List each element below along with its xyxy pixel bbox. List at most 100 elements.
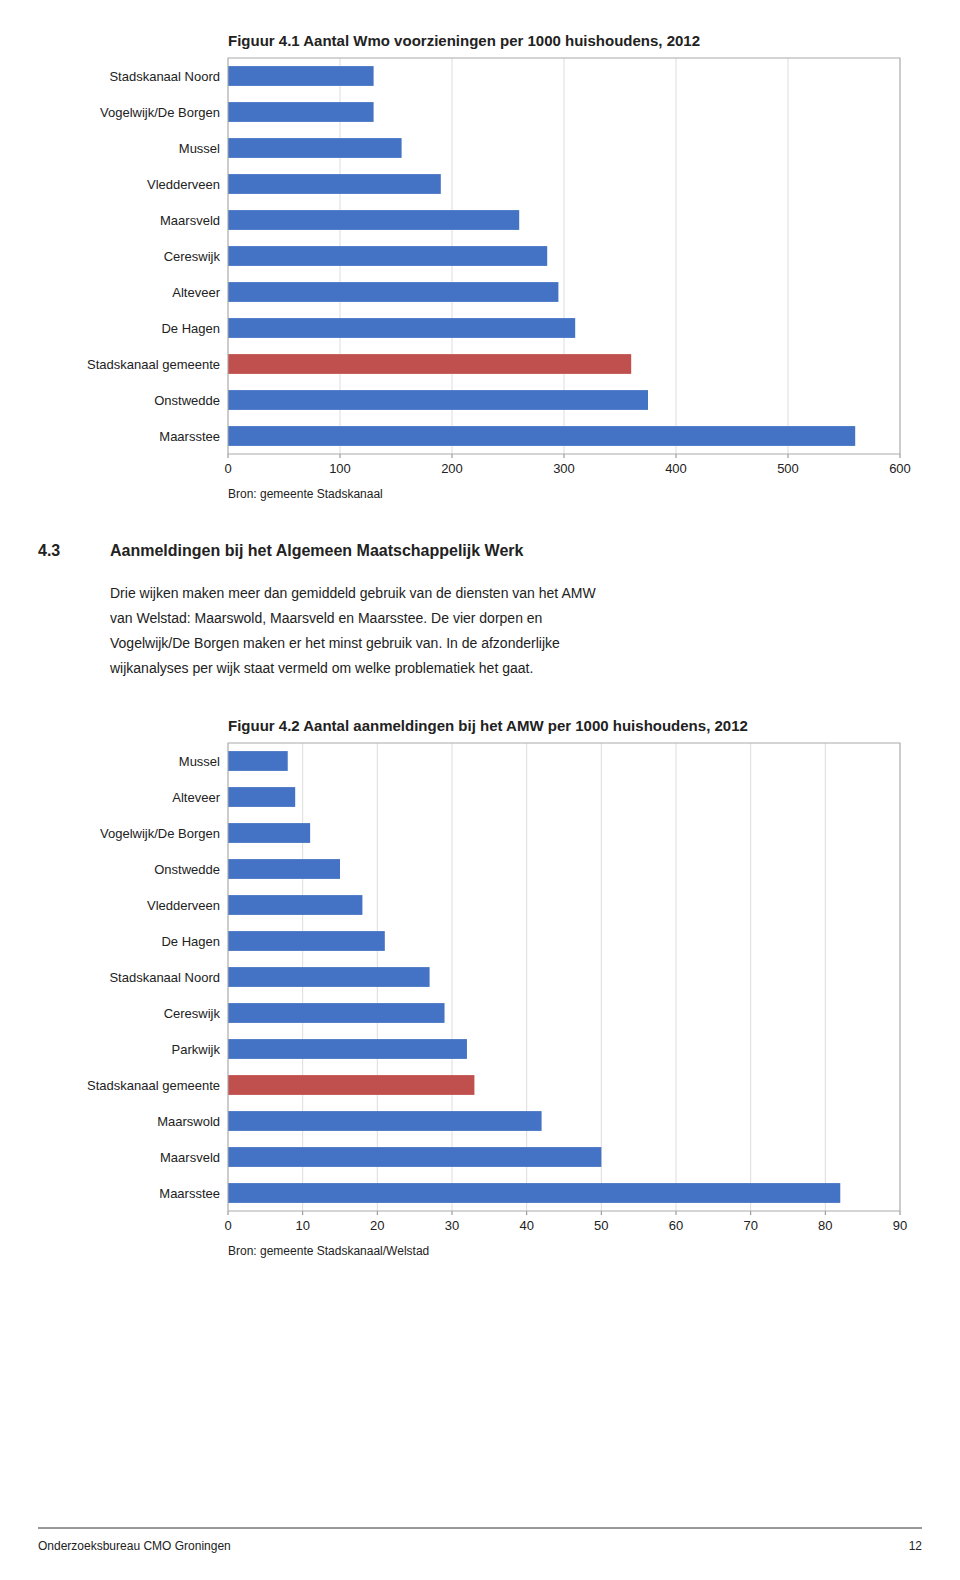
category-label: Parkwijk [172, 1042, 221, 1057]
tick-label: 20 [370, 1218, 384, 1233]
category-label: Stadskanaal gemeente [87, 357, 220, 372]
bars [228, 751, 840, 1203]
chart-title: Figuur 4.2 Aantal aanmeldingen bij het A… [228, 717, 748, 734]
tick-mark [340, 454, 341, 458]
category-label: Alteveer [172, 790, 220, 805]
tick-label: 500 [777, 461, 799, 476]
tick-label: 600 [889, 461, 911, 476]
tick-label: 70 [743, 1218, 757, 1233]
tick-mark [825, 1211, 826, 1215]
footer-rule [38, 1528, 922, 1529]
category-label: Stadskanaal Noord [109, 970, 220, 985]
bar [228, 1003, 445, 1023]
section-number: 4.3 [38, 542, 60, 559]
tick-label: 100 [329, 461, 351, 476]
bar [228, 426, 855, 446]
bar [228, 282, 558, 302]
tick-label: 80 [818, 1218, 832, 1233]
bar [228, 823, 310, 843]
chart-title: Figuur 4.1 Aantal Wmo voorzieningen per … [228, 32, 700, 49]
tick-mark [676, 1211, 677, 1215]
bar [228, 967, 430, 987]
bar [228, 859, 340, 879]
footer: Onderzoeksbureau CMO Groningen12 [38, 1528, 922, 1553]
category-label: Stadskanaal Noord [109, 69, 220, 84]
tick-mark [564, 454, 565, 458]
category-label: Stadskanaal gemeente [87, 1078, 220, 1093]
tick-mark [452, 1211, 453, 1215]
tick-mark [377, 1211, 378, 1215]
category-label: De Hagen [161, 321, 220, 336]
tick-mark [601, 1211, 602, 1215]
bar [228, 787, 295, 807]
source: Bron: gemeente Stadskanaal [228, 487, 383, 501]
grid-line [825, 743, 826, 1211]
tick-label: 200 [441, 461, 463, 476]
grid-line [750, 743, 751, 1211]
bar [228, 931, 385, 951]
category-label: De Hagen [161, 934, 220, 949]
source: Bron: gemeente Stadskanaal/Welstad [228, 1244, 429, 1258]
bar [228, 1183, 840, 1203]
category-label: Onstwedde [154, 393, 220, 408]
section-body: Drie wijken maken meer dan gemiddeld geb… [109, 585, 596, 676]
tick-mark [228, 1211, 229, 1215]
category-label: Maarsstee [159, 429, 220, 444]
category-label: Maarswold [157, 1114, 220, 1129]
category-label: Maarsveld [160, 213, 220, 228]
category-label: Vogelwijk/De Borgen [100, 826, 220, 841]
grid-line [676, 743, 677, 1211]
tick-label: 60 [669, 1218, 683, 1233]
grid-line [601, 743, 602, 1211]
bar [228, 66, 374, 86]
grid-line [526, 743, 527, 1211]
grid [228, 743, 900, 1211]
tick-label: 0 [224, 1218, 231, 1233]
tick-mark [526, 1211, 527, 1215]
tick-mark [788, 454, 789, 458]
bar [228, 354, 631, 374]
category-label: Vogelwijk/De Borgen [100, 105, 220, 120]
bar [228, 390, 648, 410]
footer-right: 12 [909, 1539, 923, 1553]
tick-label: 30 [445, 1218, 459, 1233]
category-label: Onstwedde [154, 862, 220, 877]
bars [228, 66, 855, 446]
grid [228, 58, 900, 454]
background [0, 0, 960, 1580]
bar [228, 174, 441, 194]
bar [228, 1075, 474, 1095]
plot-frame [228, 58, 900, 454]
tick-mark [452, 454, 453, 458]
category-label: Vledderveen [147, 898, 220, 913]
tick-mark [228, 454, 229, 458]
bar [228, 895, 362, 915]
page: Figuur 4.1 Aantal Wmo voorzieningen per … [0, 0, 960, 1580]
tick-label: 10 [295, 1218, 309, 1233]
chart: Figuur 4.2 Aantal aanmeldingen bij het A… [87, 717, 907, 1258]
tick-label: 50 [594, 1218, 608, 1233]
category-label: Alteveer [172, 285, 220, 300]
tick-mark [750, 1211, 751, 1215]
category-label: Mussel [179, 754, 220, 769]
tick-mark [302, 1211, 303, 1215]
bar [228, 318, 575, 338]
category-label: Mussel [179, 141, 220, 156]
grid-line [676, 58, 677, 454]
tick-label: 0 [224, 461, 231, 476]
category-label: Maarsstee [159, 1186, 220, 1201]
chart: Figuur 4.1 Aantal Wmo voorzieningen per … [87, 32, 911, 501]
tick-label: 90 [893, 1218, 907, 1233]
section: 4.3 Aanmeldingen bij het Algemeen Maatsch… [38, 542, 596, 676]
tick-label: 400 [665, 461, 687, 476]
bar [228, 210, 519, 230]
tick-mark [900, 1211, 901, 1215]
grid-line [452, 743, 453, 1211]
bar [228, 138, 402, 158]
bar [228, 1111, 542, 1131]
category-label: Maarsveld [160, 1150, 220, 1165]
category-label: Cereswijk [164, 1006, 221, 1021]
section-heading: Aanmeldingen bij het Algemeen Maatschapp… [110, 542, 524, 559]
bar [228, 102, 374, 122]
bar [228, 751, 288, 771]
